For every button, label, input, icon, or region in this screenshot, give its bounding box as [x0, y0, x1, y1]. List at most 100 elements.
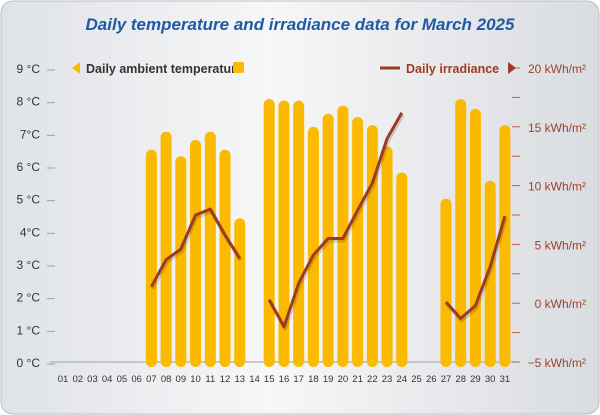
legend-right-arrow-icon — [508, 62, 516, 74]
irradiance-line — [444, 215, 507, 320]
right-tick-label: 0 kWh/m² — [535, 297, 586, 311]
temperature-bar-base — [396, 356, 408, 362]
temperature-bar — [190, 139, 202, 367]
temperature-bar — [175, 156, 187, 367]
left-tick-label: 7°C — [20, 127, 40, 141]
x-tick-label: 22 — [367, 374, 378, 385]
right-tick-label: 15 kWh/m² — [528, 121, 586, 135]
x-tick-label: 10 — [190, 374, 201, 385]
x-tick-label: 31 — [500, 374, 511, 385]
irradiance-line-shadow — [268, 113, 405, 331]
x-tick-label: 29 — [470, 374, 481, 385]
temperature-bar — [499, 125, 511, 368]
x-tick-label: 20 — [338, 374, 349, 385]
x-tick-label: 04 — [102, 374, 113, 385]
temperature-bar — [381, 146, 393, 367]
temperature-bar-base — [366, 356, 378, 362]
x-tick-label: 09 — [176, 374, 187, 385]
x-tick-label: 06 — [131, 374, 142, 385]
left-tick-label: 0 °C — [17, 356, 41, 370]
left-tick-label: 8 °C — [17, 95, 41, 109]
temperature-bar — [469, 108, 481, 367]
x-tick-label: 25 — [411, 374, 422, 385]
temperature-bar — [455, 99, 467, 368]
x-tick-label: 12 — [220, 374, 231, 385]
x-tick-label: 07 — [146, 374, 157, 385]
temperature-bar — [234, 218, 246, 367]
x-tick-label: 14 — [249, 374, 260, 385]
x-tick-label: 21 — [352, 374, 363, 385]
x-tick-label: 08 — [161, 374, 172, 385]
temperature-bar-base — [234, 356, 246, 362]
left-tick-label: 9 °C — [17, 62, 41, 76]
left-tick-label: 5 °C — [17, 193, 41, 207]
x-tick-label: 18 — [308, 374, 319, 385]
temperature-bar-base — [190, 356, 202, 362]
x-tick-label: 15 — [264, 374, 275, 385]
left-tick-label: 1 °C — [17, 323, 41, 337]
temperature-bar — [278, 100, 290, 368]
x-tick-label: 23 — [382, 374, 393, 385]
temperature-bar-base — [278, 356, 290, 362]
x-tick-label: 17 — [293, 374, 304, 385]
temperature-bar — [145, 149, 157, 367]
temperature-bar — [219, 149, 231, 367]
legend-irradiance-label: Daily irradiance — [406, 62, 499, 76]
x-tick-label: 03 — [87, 374, 98, 385]
right-tick-label: −5 kWh/m² — [528, 356, 586, 370]
left-tick-label: 4°C — [20, 225, 40, 239]
left-tick-label: 2 °C — [17, 291, 41, 305]
temperature-bar-base — [381, 356, 393, 362]
left-tick-label: 3 °C — [17, 258, 41, 272]
x-tick-label: 30 — [485, 374, 496, 385]
legend-left-arrow-icon — [72, 62, 80, 74]
temperature-bar-base — [440, 356, 452, 362]
temperature-bar — [160, 131, 172, 367]
temperature-bar — [307, 126, 319, 367]
chart-title: Daily temperature and irradiance data fo… — [86, 15, 515, 34]
irradiance-line — [150, 207, 242, 288]
temperature-bar-base — [293, 356, 305, 362]
x-tick-label: 13 — [234, 374, 245, 385]
temperature-bar — [484, 180, 496, 367]
temperature-bar — [352, 117, 364, 367]
legend-temperature-swatch — [233, 62, 244, 73]
right-tick-label: 20 kWh/m² — [528, 62, 586, 76]
temperature-bar-base — [322, 356, 334, 362]
x-tick-label: 24 — [397, 374, 408, 385]
temperature-bar — [293, 100, 305, 368]
temperature-bar-base — [219, 356, 231, 362]
temperature-bar-base — [352, 356, 364, 362]
x-tick-label: 02 — [72, 374, 83, 385]
irradiance-line — [267, 111, 404, 329]
x-tick-label: 16 — [279, 374, 290, 385]
x-tick-label: 05 — [117, 374, 128, 385]
legend-temperature-label: Daily ambient temperature — [86, 62, 243, 76]
temperature-bar-base — [484, 356, 496, 362]
temperature-bar-base — [175, 356, 187, 362]
temperature-bar-base — [145, 356, 157, 362]
temperature-bar — [396, 172, 408, 367]
right-tick-label: 10 kWh/m² — [528, 180, 586, 194]
x-tick-label: 19 — [323, 374, 334, 385]
temperature-bar — [440, 198, 452, 367]
temperature-bar-base — [337, 356, 349, 362]
temperature-bar-base — [455, 356, 467, 362]
temperature-bar — [366, 125, 378, 368]
temperature-bar-base — [307, 356, 319, 362]
temperature-bar-base — [263, 356, 275, 362]
temperature-bar — [263, 99, 275, 368]
temperature-bar-base — [469, 356, 481, 362]
x-tick-label: 11 — [205, 374, 215, 385]
right-tick-label: 5 kWh/m² — [535, 238, 586, 252]
left-tick-label: 6 °C — [17, 160, 41, 174]
temperature-bar-base — [160, 356, 172, 362]
temperature-bar-base — [204, 356, 216, 362]
temperature-bar — [204, 131, 216, 367]
x-tick-label: 27 — [441, 374, 452, 385]
x-tick-label: 01 — [58, 374, 69, 385]
x-tick-label: 26 — [426, 374, 437, 385]
x-tick-label: 28 — [455, 374, 466, 385]
